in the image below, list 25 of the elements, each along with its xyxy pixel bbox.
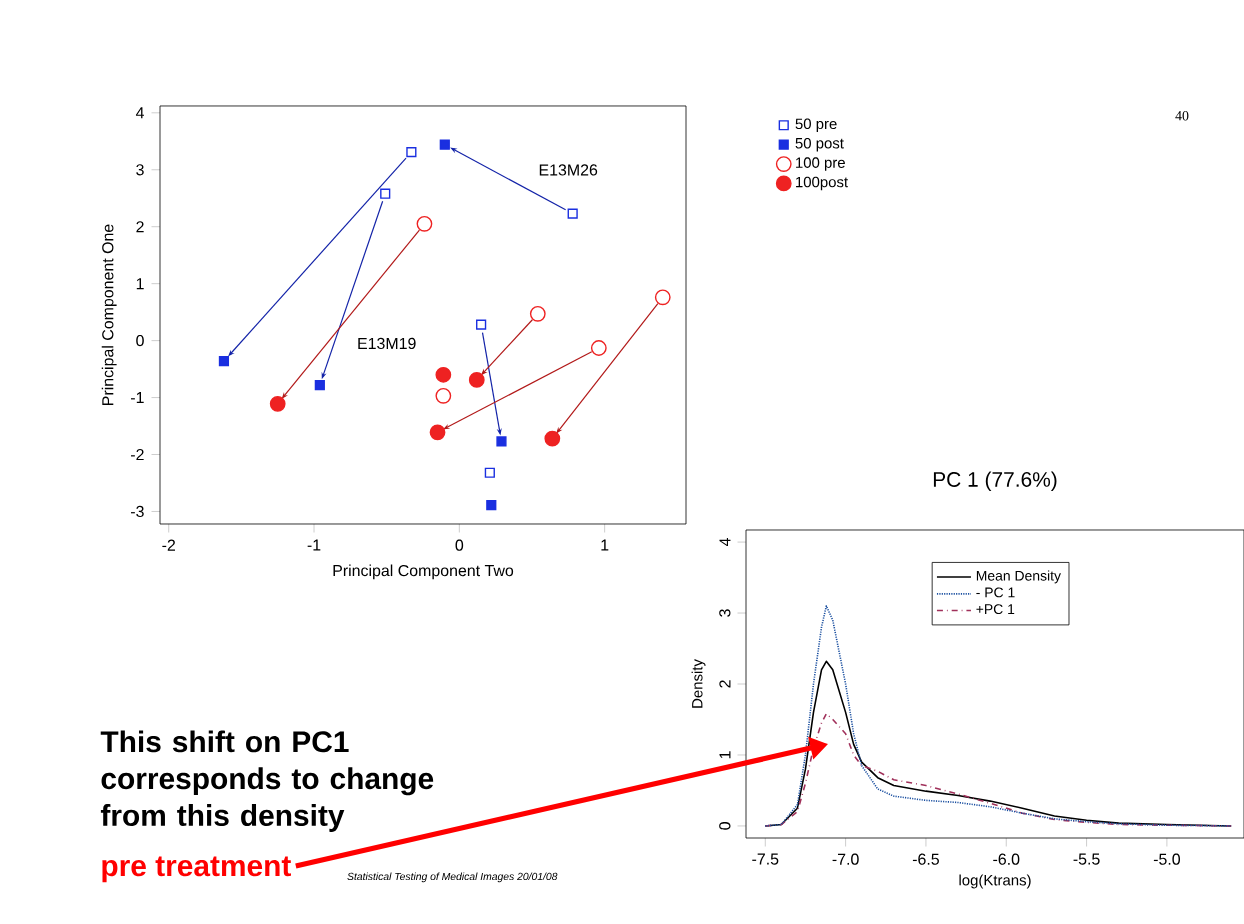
point <box>496 436 507 447</box>
point <box>406 147 417 158</box>
point <box>380 188 391 199</box>
point <box>416 215 433 232</box>
chart-title: PC 1 (77.6%) <box>933 471 1057 492</box>
text: This shift on PC1 corresponds to change from this density <box>100 730 434 832</box>
point <box>529 305 546 322</box>
point <box>429 424 446 441</box>
point <box>654 289 671 306</box>
line-series <box>764 713 1232 827</box>
point <box>435 366 452 383</box>
point <box>476 319 487 330</box>
point <box>486 500 497 511</box>
text: pre treatment <box>102 856 291 883</box>
point <box>435 387 452 404</box>
point <box>439 139 450 150</box>
point <box>314 379 325 391</box>
point <box>218 356 230 367</box>
point <box>544 430 561 447</box>
point <box>269 395 286 412</box>
point <box>590 340 607 356</box>
line-series <box>764 605 1232 827</box>
point <box>567 208 578 219</box>
point <box>468 372 485 388</box>
point <box>484 467 495 478</box>
